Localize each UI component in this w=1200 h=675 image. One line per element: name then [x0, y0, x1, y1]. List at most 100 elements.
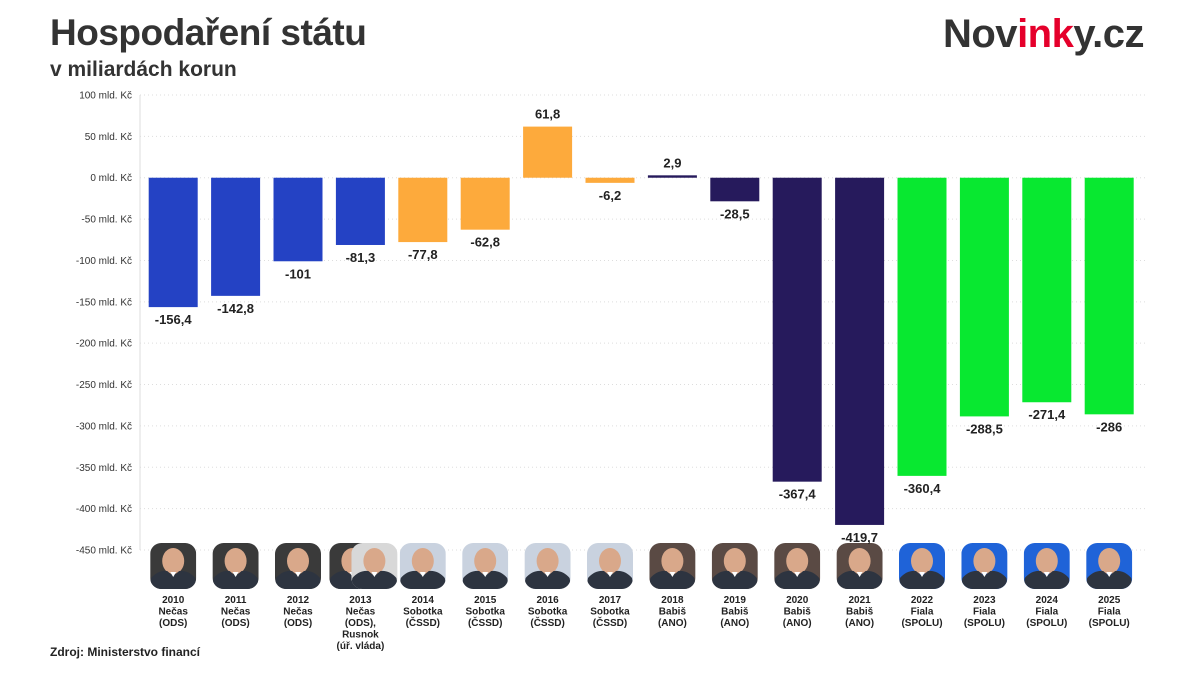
portrait-2012 — [275, 543, 321, 589]
chart-subtitle: v miliardách korun — [50, 58, 237, 81]
caption-line: Nečas — [346, 607, 376, 618]
portrait-face — [911, 548, 933, 574]
bar-2012 — [273, 177, 323, 262]
bar-2021 — [835, 177, 885, 525]
bar-2013 — [335, 177, 385, 245]
portrait-suit — [150, 570, 197, 589]
portrait-face — [723, 548, 746, 574]
portrait-suit — [351, 570, 398, 589]
portrait-2025 — [1086, 543, 1133, 589]
caption-line: (SPOLU) — [1089, 618, 1130, 629]
portrait-suit — [774, 570, 821, 589]
caption-line: Fiala — [911, 607, 934, 618]
portrait-2014 — [399, 543, 446, 589]
portrait-2019 — [711, 543, 758, 589]
bar-2020 — [772, 177, 822, 482]
caption-line: (ANO) — [720, 618, 749, 629]
portrait-collar — [482, 572, 489, 577]
y-tick-label: 100 mld. Kč — [79, 91, 132, 102]
y-tick-label: -450 mld. Kč — [76, 546, 132, 557]
portrait-face — [363, 548, 386, 574]
caption-line: Fiala — [1098, 607, 1121, 618]
y-tick-label: -350 mld. Kč — [76, 463, 132, 474]
value-label-2014: -77,8 — [408, 247, 438, 262]
portrait-2018 — [649, 543, 696, 589]
value-label-2013: -81,3 — [346, 250, 376, 265]
caption-line: Sobotka — [465, 607, 505, 618]
portrait-face — [1098, 548, 1121, 574]
portrait-collar — [669, 572, 676, 577]
caption-line: (SPOLU) — [901, 618, 942, 629]
portrait-face — [536, 548, 559, 574]
caption-line: 2023 — [973, 595, 996, 606]
value-label-2015: -62,8 — [470, 235, 500, 250]
portrait-2020 — [774, 543, 821, 589]
portrait-collar — [607, 572, 613, 577]
novinky-logo[interactable]: Novinky.cz — [943, 12, 1145, 57]
value-label-2021: -419,7 — [841, 530, 878, 545]
portrait-face — [973, 548, 996, 574]
portrait-collar — [1043, 572, 1050, 577]
portrait-collar — [295, 572, 301, 577]
portrait-face — [661, 548, 684, 574]
portrait-collar — [856, 572, 863, 577]
value-label-2025: -286 — [1096, 419, 1122, 434]
caption-line: Nečas — [283, 607, 313, 618]
portrait-suit — [1086, 570, 1133, 589]
portrait-rusnok-2013 — [351, 543, 398, 589]
portrait-suit — [961, 570, 1008, 589]
y-tick-label: -200 mld. Kč — [76, 339, 132, 350]
caption-line: Babiš — [659, 607, 687, 618]
bar-2018 — [647, 175, 697, 178]
portrait-suit — [899, 570, 945, 589]
caption-line: Sobotka — [528, 607, 568, 618]
caption-line: (ODS) — [221, 618, 249, 629]
caption-line: (ODS) — [284, 618, 312, 629]
portrait-collar — [919, 572, 925, 577]
logo-text-end: y.cz — [1073, 12, 1144, 56]
portrait-2017 — [587, 543, 633, 589]
portrait-suit — [1023, 570, 1070, 589]
caption-line: 2011 — [225, 595, 247, 606]
value-label-2020: -367,4 — [779, 487, 817, 502]
y-tick-label: -50 mld. Kč — [81, 215, 132, 226]
caption-line: 2022 — [911, 595, 934, 606]
portrait-collar — [419, 572, 426, 577]
portrait-2010 — [150, 543, 197, 589]
caption-line: (SPOLU) — [1026, 618, 1067, 629]
caption-line: 2014 — [412, 595, 435, 606]
portrait-collar — [544, 572, 551, 577]
caption-line: (ODS) — [159, 618, 187, 629]
caption-line: (ČSSD) — [530, 616, 564, 629]
caption-line: Nečas — [158, 607, 188, 618]
y-tick-label: -250 mld. Kč — [76, 380, 132, 391]
bar-2016 — [523, 126, 573, 178]
caption-line: 2016 — [536, 595, 559, 606]
portrait-collar — [232, 572, 239, 577]
caption-line: 2024 — [1036, 595, 1059, 606]
value-label-2012: -101 — [285, 266, 311, 281]
y-tick-label: -300 mld. Kč — [76, 421, 132, 432]
source-note: Zdroj: Ministerstvo financí — [50, 645, 201, 659]
portrait-collar — [1106, 572, 1113, 577]
caption-line: Rusnok — [342, 630, 379, 641]
portrait-face — [848, 548, 871, 574]
caption-line: (ODS), — [345, 618, 376, 629]
portrait-face — [224, 548, 247, 574]
chart-title: Hospodaření státu — [50, 12, 367, 53]
portrait-2022 — [899, 543, 945, 589]
bar-2022 — [897, 177, 947, 476]
caption-line: (ANO) — [783, 618, 812, 629]
portrait-2011 — [212, 543, 259, 589]
portrait-collar — [170, 572, 177, 577]
value-label-2017: -6,2 — [599, 188, 621, 203]
portrait-face — [162, 548, 185, 574]
portrait-face — [411, 548, 434, 574]
caption-line: 2018 — [661, 595, 684, 606]
caption-line: 2019 — [724, 595, 747, 606]
caption-line: 2017 — [599, 595, 622, 606]
value-label-2023: -288,5 — [966, 421, 1003, 436]
bar-2017 — [585, 177, 635, 183]
portrait-suit — [212, 570, 259, 589]
